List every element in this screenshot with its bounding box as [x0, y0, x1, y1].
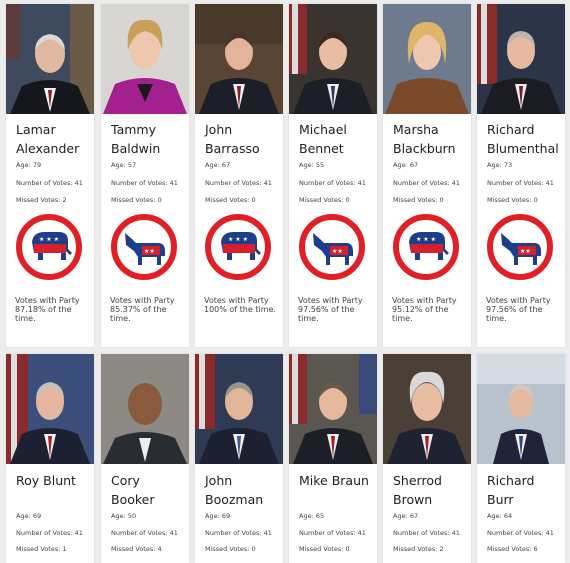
senator-name: Sherrod Brown [393, 473, 442, 507]
party-vote-summary: Votes with Party 97.56% of the time. [298, 296, 363, 323]
senator-card[interactable]: John Boozman Age: 69 Number of Votes: 41… [195, 354, 283, 563]
senator-card[interactable]: Sherrod Brown Age: 67 Number of Votes: 4… [383, 354, 471, 563]
party-vote-summary: Votes with Party 85.37% of the time. [110, 296, 175, 323]
senator-photo [6, 4, 94, 114]
senator-name: Lamar Alexander [16, 122, 80, 156]
svg-text:★★: ★★ [332, 248, 343, 255]
senator-vote-count: Number of Votes: 41 [16, 529, 83, 537]
democrat-donkey-icon: ★★ [299, 214, 365, 280]
senator-card[interactable]: Roy Blunt Age: 69 Number of Votes: 41 Mi… [6, 354, 94, 563]
senator-name: Marsha Blackburn [393, 122, 456, 156]
senator-age: Age: 69 [205, 512, 231, 520]
senator-missed-votes: Missed Votes: 4 [111, 545, 162, 553]
senator-photo [195, 354, 283, 465]
party-vote-summary: Votes with Party 87.18% of the time. [15, 296, 80, 323]
senator-age: Age: 67 [393, 161, 419, 169]
senator-missed-votes: Missed Votes: 2 [16, 196, 67, 204]
senator-missed-votes: Missed Votes: 0 [205, 545, 256, 553]
senator-missed-votes: Missed Votes: 0 [393, 196, 444, 204]
senator-missed-votes: Missed Votes: 0 [111, 196, 162, 204]
senator-missed-votes: Missed Votes: 0 [205, 196, 256, 204]
senator-missed-votes: Missed Votes: 0 [299, 545, 350, 553]
senator-age: Age: 73 [487, 161, 513, 169]
democrat-donkey-icon: ★★ [487, 214, 553, 280]
senator-age: Age: 79 [16, 161, 42, 169]
senator-vote-count: Number of Votes: 41 [111, 529, 178, 537]
senator-photo [101, 354, 189, 465]
senator-name: Michael Bennet [299, 122, 347, 156]
senator-age: Age: 69 [16, 512, 42, 520]
senator-card[interactable]: Mike Braun Age: 65 Number of Votes: 41 M… [289, 354, 377, 563]
party-vote-summary: Votes with Party 95.12% of the time. [392, 296, 457, 323]
senator-vote-count: Number of Votes: 41 [487, 529, 554, 537]
senator-age: Age: 57 [111, 161, 137, 169]
senator-name: Cory Booker [111, 473, 155, 507]
svg-text:★ ★ ★: ★ ★ ★ [416, 236, 436, 243]
senator-missed-votes: Missed Votes: 2 [393, 545, 444, 553]
senator-missed-votes: Missed Votes: 0 [487, 196, 538, 204]
senator-photo [383, 354, 471, 465]
senator-photo [6, 354, 94, 465]
senator-vote-count: Number of Votes: 41 [393, 179, 460, 187]
senator-age: Age: 67 [393, 512, 419, 520]
senator-vote-count: Number of Votes: 41 [16, 179, 83, 187]
party-vote-summary: Votes with Party 97.56% of the time. [486, 296, 551, 323]
senator-vote-count: Number of Votes: 41 [299, 179, 366, 187]
svg-text:★★: ★★ [144, 248, 155, 255]
senator-card[interactable]: Cory Booker Age: 50 Number of Votes: 41 … [101, 354, 189, 563]
senator-missed-votes: Missed Votes: 1 [16, 545, 67, 553]
senator-photo [289, 354, 377, 465]
senator-age: Age: 67 [205, 161, 231, 169]
senator-missed-votes: Missed Votes: 6 [487, 545, 538, 553]
senator-vote-count: Number of Votes: 41 [111, 179, 178, 187]
senator-name: Tammy Baldwin [111, 122, 161, 156]
svg-text:★★: ★★ [520, 248, 531, 255]
senator-age: Age: 50 [111, 512, 137, 520]
senator-name: John Boozman [205, 473, 264, 507]
svg-text:★ ★ ★: ★ ★ ★ [39, 236, 59, 243]
senator-age: Age: 65 [299, 512, 325, 520]
senator-vote-count: Number of Votes: 41 [205, 179, 272, 187]
senator-vote-count: Number of Votes: 41 [487, 179, 554, 187]
senator-name: John Barrasso [205, 122, 260, 156]
senator-name: Richard Blumenthal [487, 122, 559, 156]
senator-card[interactable]: Richard Burr Age: 64 Number of Votes: 41… [477, 354, 565, 563]
senator-card[interactable]: Tammy Baldwin Age: 57 Number of Votes: 4… [101, 4, 189, 347]
senator-age: Age: 64 [487, 512, 513, 520]
senator-card[interactable]: Marsha Blackburn Age: 67 Number of Votes… [383, 4, 471, 347]
party-vote-summary: Votes with Party 100% of the time. [204, 296, 276, 314]
senator-age: Age: 55 [299, 161, 325, 169]
senator-photo [101, 4, 189, 114]
senator-photo [477, 354, 565, 465]
senator-name: Roy Blunt [16, 473, 76, 488]
senator-vote-count: Number of Votes: 41 [393, 529, 460, 537]
republican-elephant-icon: ★ ★ ★ [205, 214, 271, 280]
republican-elephant-icon: ★ ★ ★ [16, 214, 82, 280]
senator-card[interactable]: Lamar Alexander Age: 79 Number of Votes:… [6, 4, 94, 347]
senator-photo [477, 4, 565, 114]
senator-card[interactable]: Michael Bennet Age: 55 Number of Votes: … [289, 4, 377, 347]
democrat-donkey-icon: ★★ [111, 214, 177, 280]
svg-text:★ ★ ★: ★ ★ ★ [228, 236, 248, 243]
senator-photo [289, 4, 377, 114]
senator-photo [383, 4, 471, 114]
senator-missed-votes: Missed Votes: 0 [299, 196, 350, 204]
senator-photo [195, 4, 283, 114]
senator-card[interactable]: John Barrasso Age: 67 Number of Votes: 4… [195, 4, 283, 347]
senator-name: Richard Burr [487, 473, 535, 507]
senator-vote-count: Number of Votes: 41 [205, 529, 272, 537]
senator-vote-count: Number of Votes: 41 [299, 529, 366, 537]
republican-elephant-icon: ★ ★ ★ [393, 214, 459, 280]
senator-name: Mike Braun [299, 473, 369, 488]
senator-card[interactable]: Richard Blumenthal Age: 73 Number of Vot… [477, 4, 565, 347]
